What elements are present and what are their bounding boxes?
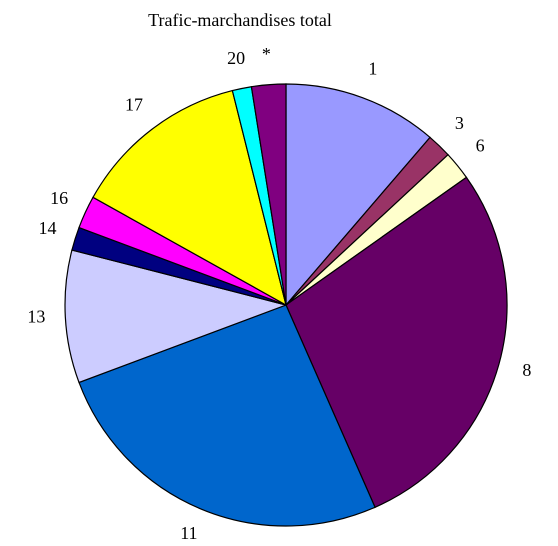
slice-label: 13 — [27, 306, 45, 326]
slice-label: 1 — [368, 59, 377, 79]
chart-title: Trafic-marchandises total — [148, 10, 332, 30]
pie-slice — [92, 89, 287, 307]
slice-label: 3 — [455, 113, 464, 133]
slice-label: 11 — [180, 523, 197, 543]
slice-label: 8 — [522, 360, 531, 380]
slice-label: 6 — [476, 136, 485, 156]
pie-slice — [78, 304, 376, 527]
pie-slice — [64, 249, 288, 384]
slice-label: 14 — [39, 218, 57, 238]
pie-slice — [250, 83, 287, 306]
pie-slice — [285, 83, 431, 307]
slice-label: * — [262, 44, 271, 64]
slice-label: 17 — [125, 95, 143, 115]
slice-label: 16 — [50, 188, 68, 208]
pie-slice — [285, 176, 508, 509]
slice-label: 20 — [227, 48, 245, 68]
